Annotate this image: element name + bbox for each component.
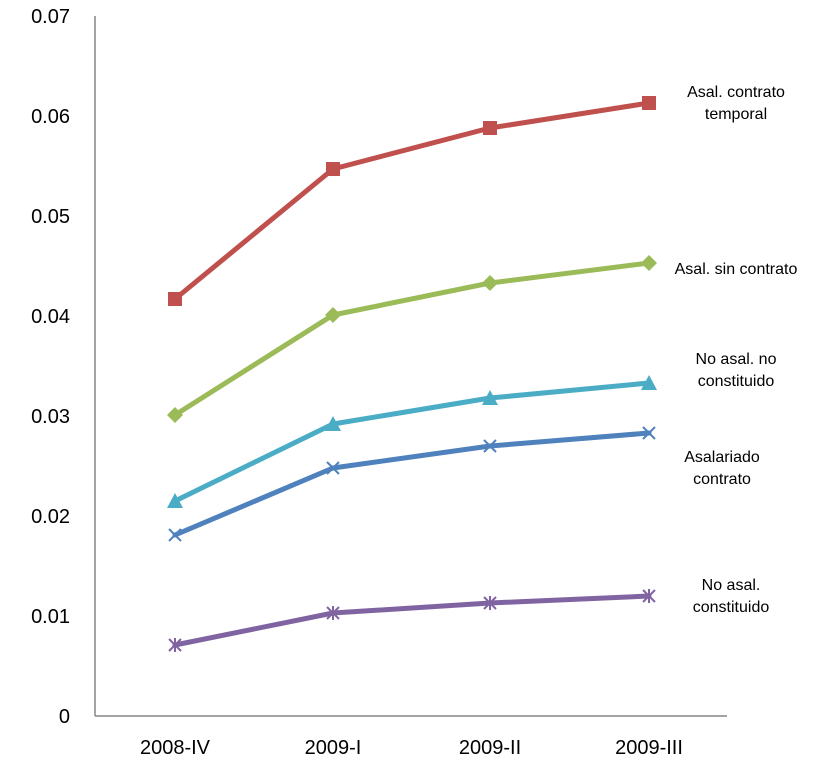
y-tick-label: 0.04 (31, 306, 70, 328)
series-labels: Asal. contrato temporal Asal. sin contrato… (675, 84, 798, 616)
data-point (642, 426, 656, 440)
series-label: Asal. contrato temporal (687, 84, 785, 123)
series-1 (167, 255, 657, 423)
data-point (326, 162, 340, 176)
series-label: Asal. sin contrato (675, 261, 798, 278)
x-axis-ticks: 2008-IV 2009-I 2009-II 2009-III (140, 737, 683, 759)
series-label-line: No asal. no (696, 351, 777, 368)
series-label: No asal. constituido (693, 577, 770, 616)
series-line (172, 380, 652, 504)
x-tick-label: 2009-III (615, 737, 683, 759)
series-label-line: Asalariado (684, 449, 760, 466)
series-group (167, 96, 657, 652)
data-point (326, 461, 340, 475)
y-tick-label: 0.06 (31, 106, 70, 128)
series-line (172, 260, 652, 418)
y-tick-label: 0.07 (31, 6, 70, 28)
y-tick-label: 0 (59, 706, 70, 728)
y-tick-label: 0.05 (31, 206, 70, 228)
series-label-line: temporal (705, 106, 767, 123)
y-tick-label: 0.03 (31, 406, 70, 428)
data-point (641, 375, 657, 390)
series-label-line: Asal. contrato (687, 84, 785, 101)
series-label-line: Asal. sin contrato (675, 261, 798, 278)
data-point (168, 638, 182, 652)
series-3 (168, 426, 656, 542)
x-tick-label: 2008-IV (140, 737, 211, 759)
data-point (167, 493, 183, 508)
y-tick-label: 0.01 (31, 606, 70, 628)
y-tick-label: 0.02 (31, 506, 70, 528)
data-point (483, 439, 497, 453)
data-point (325, 307, 341, 323)
y-axis-ticks: 0 0.01 0.02 0.03 0.04 0.05 0.06 0.07 (31, 6, 70, 728)
data-point (168, 292, 182, 306)
series-4 (168, 589, 656, 652)
series-label: Asalariado contrato (684, 449, 760, 488)
series-0 (168, 96, 656, 306)
data-point (641, 255, 657, 271)
series-label-line: constituido (693, 599, 770, 616)
data-point (325, 416, 341, 431)
series-line (172, 100, 652, 302)
series-label: No asal. no constituido (696, 351, 777, 390)
series-line (172, 593, 652, 648)
series-label-line: No asal. (702, 577, 761, 594)
series-line (172, 430, 652, 538)
data-point (642, 96, 656, 110)
data-point (483, 596, 497, 610)
data-point (482, 390, 498, 405)
data-point (326, 606, 340, 620)
x-tick-label: 2009-II (459, 737, 521, 759)
data-point (167, 407, 183, 423)
data-point (482, 275, 498, 291)
data-point (168, 528, 182, 542)
x-tick-label: 2009-I (305, 737, 362, 759)
series-2 (167, 375, 657, 508)
series-label-line: constituido (698, 373, 775, 390)
data-point (483, 121, 497, 135)
series-label-line: contrato (693, 471, 751, 488)
data-point (642, 589, 656, 603)
